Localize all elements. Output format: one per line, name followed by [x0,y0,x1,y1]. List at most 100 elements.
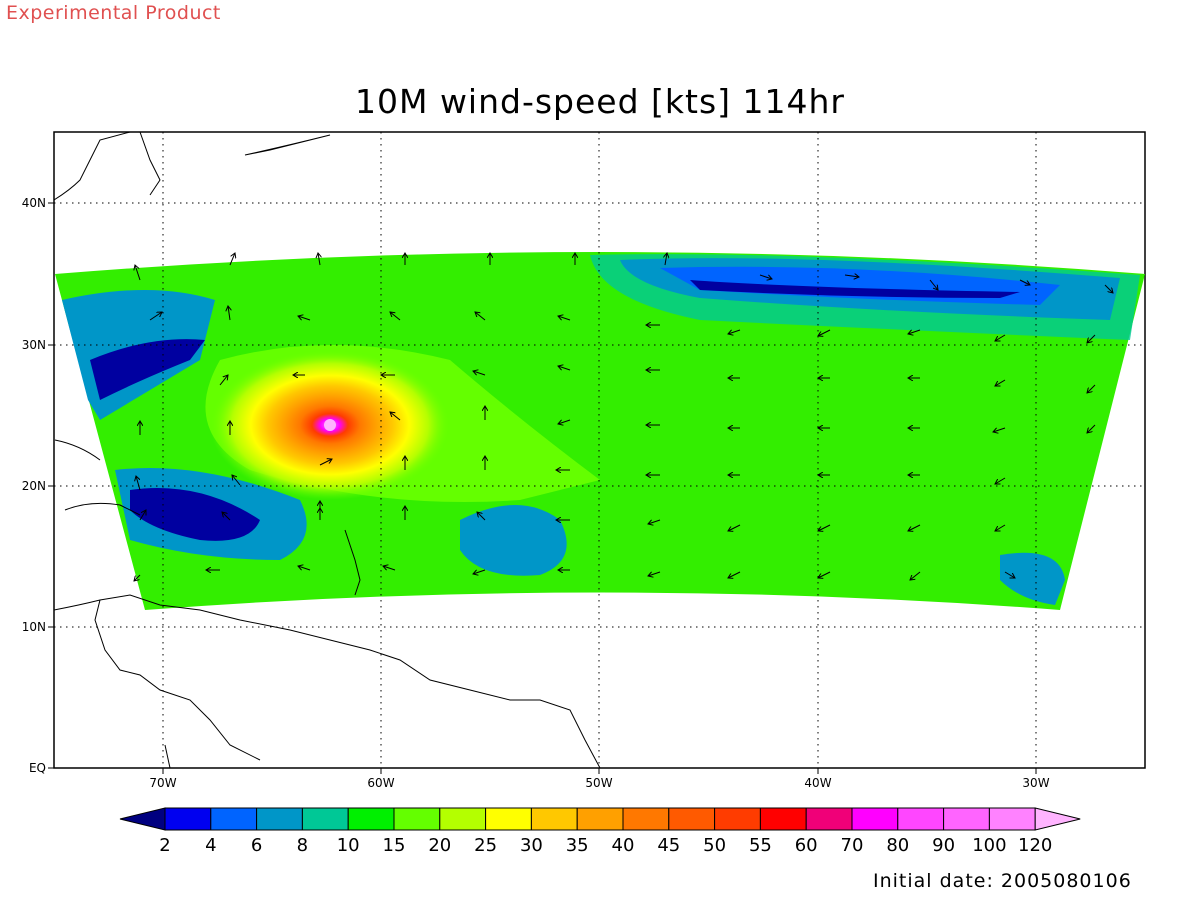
colorbar-arrow-low [119,807,166,831]
colorbar-label: 35 [565,835,589,856]
wind-vector [1019,279,1030,285]
experimental-product-watermark: Experimental Product [6,2,221,24]
wind-vector [995,524,1006,531]
colorbar-box [164,807,212,831]
wind-vector [1004,571,1015,578]
wind-vector [818,329,831,336]
wind-vector [232,475,241,486]
wind-vector [473,371,486,376]
wind-vector [390,412,401,421]
wind-vector [228,306,230,321]
colorbar-label: 55 [748,835,772,856]
wind-vector [473,569,486,574]
map-title: 10M wind-speed [kts] 114hr [354,82,845,121]
colorbar-box [485,807,532,831]
lat-label-30n: 30N [21,338,46,352]
lon-label-30w: 30W [1022,776,1050,790]
coastlines [54,132,601,768]
ne-core-max [690,280,1020,298]
wind-vector [136,476,141,491]
colorbar-label: 25 [474,835,498,856]
wind-vector [728,571,741,578]
wind-vector [139,510,146,521]
colorbar-label: 120 [1018,835,1053,856]
wind-vector [728,329,741,334]
colorbar-label: 40 [611,835,635,856]
lat-label-20n: 20N [21,479,46,493]
wind-vector [1087,384,1096,393]
wind-vector [558,316,571,321]
colorbar-label: 45 [657,835,681,856]
colorbar-box [714,807,761,831]
colorbar [119,807,1081,831]
wind-vector [908,524,921,531]
central-pocket [460,505,567,576]
colorbar-box [622,807,670,831]
colorbar-box [805,807,853,831]
colorbar-label: 50 [703,835,727,856]
wind-vector [908,329,921,334]
colorbar-box [439,807,487,831]
lat-label-10n: 10N [21,620,46,634]
wind-vector [298,566,311,571]
wind-vector [383,566,396,571]
colorbar-box [256,807,303,831]
caribbean-core [130,488,260,541]
colorbar-label: 70 [840,835,864,856]
axis-ticks [48,202,1037,774]
west-core [90,339,205,400]
wind-vector [818,524,831,531]
wind-vector [759,274,772,279]
se-pocket [1000,552,1065,605]
wind-vectors [134,253,1113,581]
colorbar-label: 6 [250,835,263,856]
colorbar-box [530,807,578,831]
wind-vector [475,312,486,321]
colorbar-box [393,807,441,831]
wind-vector [1087,334,1096,343]
lon-label-60w: 60W [367,776,395,790]
colorbar-box [759,807,807,831]
colorbar-box [210,807,258,831]
colorbar-label: 4 [205,835,217,856]
wind-vector [229,253,235,266]
colorbar-label: 8 [296,835,309,856]
colorbar-box [576,807,624,831]
lat-label-40n: 40N [21,196,46,210]
colorbar-box [988,807,1036,831]
wind-vector [1104,284,1113,293]
colorbar-box [943,807,990,831]
colorbar-label: 20 [428,835,452,856]
wind-vector [222,512,231,521]
wind-swath-base [55,252,1145,610]
wind-vector [390,312,401,321]
wind-vector [665,253,667,266]
colorbar-box [301,807,349,831]
colorbar-label: 2 [159,835,171,856]
wind-vector [477,512,486,521]
wind-vector [298,316,311,321]
wind-vector [1087,424,1096,433]
wind-vector [728,524,741,531]
wind-vector [318,253,320,266]
wind-vector [319,459,332,466]
wind-vector [134,574,141,581]
wind-vector [219,375,228,386]
wind-field [54,132,1145,768]
colorbar-label: 60 [794,835,818,856]
colorbar-label: 80 [886,835,910,856]
initial-date: Initial date: 2005080106 [873,870,1132,892]
colorbar-box [668,807,716,831]
colorbar-label: 15 [382,835,406,856]
lat-label-eq: EQ [28,761,46,775]
wind-vector [648,519,661,524]
wind-vector [929,279,938,290]
wind-vector [993,427,1006,432]
colorbar-box [347,807,395,831]
colorbar-box [897,807,945,831]
wind-vector [910,571,921,580]
lon-label-70w: 70W [149,776,177,790]
colorbar-label: 30 [519,835,543,856]
storm-eye [324,419,336,431]
